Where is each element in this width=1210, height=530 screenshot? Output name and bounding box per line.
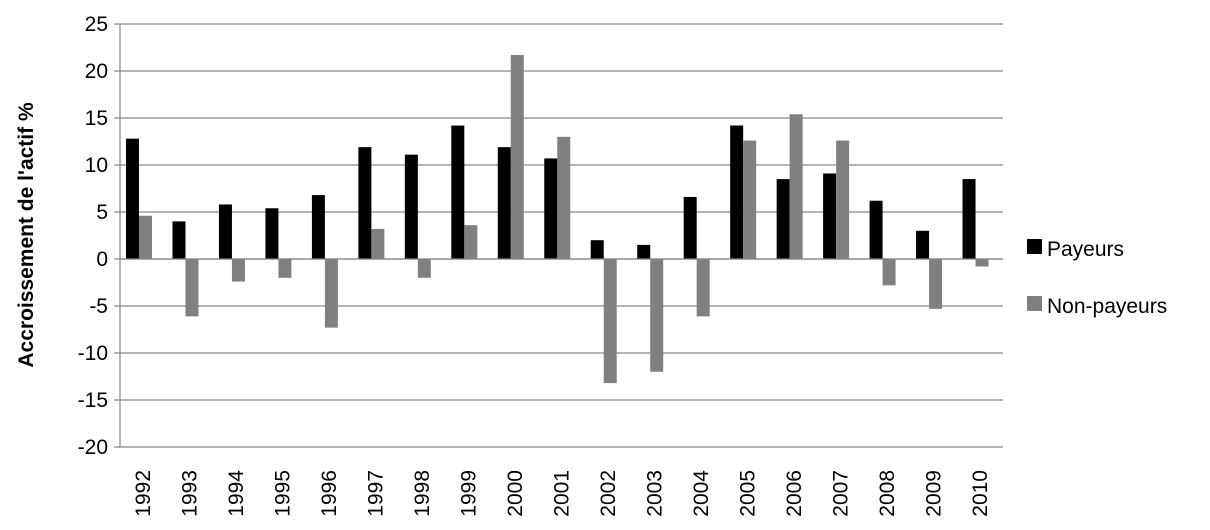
- y-tick-label: -15: [78, 389, 108, 412]
- bar-payeurs-1992: [126, 138, 139, 259]
- y-axis-label: Accroissement de l'actif %: [15, 102, 38, 368]
- bar-non-payeurs-2008: [882, 259, 896, 286]
- bar-payeurs-1996: [311, 195, 325, 259]
- bar-payeurs-1998: [404, 154, 418, 259]
- x-tick-labels: 1992 1993 1994 1995 1996 1997 1998 1999 2000 2001…: [132, 470, 992, 517]
- bar-non-payeurs-1995: [278, 259, 292, 278]
- bar-non-payeurs-1992: [139, 215, 152, 259]
- bar-non-payeurs-1998: [417, 259, 431, 278]
- bar-payeurs-1997: [358, 147, 372, 259]
- x-tick-label: 2002: [597, 470, 620, 517]
- bar-non-payeurs-1993: [185, 259, 199, 317]
- bar-payeurs-2005: [730, 125, 744, 260]
- bar-payeurs-2007: [823, 173, 837, 259]
- bar-non-payeurs-2010: [975, 259, 989, 267]
- bar-payeurs-2003: [637, 244, 651, 259]
- bar-non-payeurs-1999: [464, 225, 478, 259]
- bar-non-payeurs-2003: [650, 259, 664, 372]
- bar-payeurs-1993: [172, 221, 186, 259]
- x-tick-label: 2004: [690, 470, 713, 517]
- bar-payeurs-2002: [590, 240, 604, 259]
- y-tick-labels: -20 -15 -10 -5 0 5 10 15 20 25: [78, 13, 108, 459]
- y-tick-label: 15: [85, 107, 108, 130]
- bar-payeurs-2008: [869, 200, 883, 259]
- legend: Payeurs Non-payeurs: [1027, 238, 1167, 318]
- y-tick-label: 10: [85, 154, 108, 177]
- y-tick-label: 25: [85, 13, 108, 36]
- x-tick-label: 2010: [969, 470, 992, 517]
- x-tick-label: 2009: [922, 470, 945, 517]
- bar-non-payeurs-2001: [557, 136, 571, 259]
- x-tick-label: 1996: [318, 470, 341, 517]
- bar-non-payeurs-2002: [603, 259, 617, 384]
- bar-payeurs-1994: [218, 204, 232, 259]
- bar-payeurs-2004: [683, 196, 697, 259]
- x-tick-label: 2005: [736, 470, 759, 517]
- bar-payeurs-1999: [451, 125, 465, 260]
- bar-non-payeurs-1996: [324, 259, 338, 328]
- bars: [126, 55, 989, 384]
- bar-payeurs-2001: [544, 158, 558, 259]
- x-tick-label: 1995: [272, 470, 295, 517]
- bar-payeurs-1995: [265, 208, 279, 259]
- y-tick-label: 5: [96, 201, 108, 224]
- bar-payeurs-2010: [962, 179, 976, 259]
- y-tick-label: 0: [96, 248, 108, 271]
- legend-swatch: [1027, 296, 1042, 311]
- x-tick-label: 2008: [876, 470, 899, 517]
- y-tick-label: -10: [78, 342, 108, 365]
- x-tick-label: 2003: [643, 470, 666, 517]
- bar-payeurs-2000: [497, 147, 511, 259]
- bar-non-payeurs-2000: [510, 55, 524, 259]
- bar-payeurs-2009: [916, 230, 930, 259]
- x-tick-label: 2001: [551, 470, 574, 517]
- legend-label: Payeurs: [1047, 238, 1124, 261]
- bar-non-payeurs-2009: [929, 259, 943, 309]
- bar-non-payeurs-2004: [696, 259, 710, 317]
- bar-non-payeurs-2005: [743, 140, 757, 259]
- y-tick-label: 20: [85, 60, 108, 83]
- bar-non-payeurs-1994: [231, 259, 245, 282]
- bar-payeurs-2006: [776, 179, 790, 259]
- x-tick-label: 2006: [783, 470, 806, 517]
- x-tick-label: 1999: [458, 470, 481, 517]
- x-tick-label: 1994: [225, 470, 248, 517]
- bar-non-payeurs-1997: [371, 228, 385, 259]
- bar-non-payeurs-2006: [789, 114, 803, 260]
- bar-non-payeurs-2007: [836, 140, 850, 259]
- legend-swatch: [1027, 239, 1042, 254]
- y-tick-label: -20: [78, 436, 108, 459]
- legend-label: Non-payeurs: [1047, 295, 1167, 318]
- x-tick-label: 2000: [504, 470, 527, 517]
- x-tick-label: 1997: [365, 470, 388, 517]
- axes: [119, 24, 1003, 447]
- x-tick-label: 1992: [132, 470, 155, 517]
- x-tick-label: 1998: [411, 470, 434, 517]
- x-tick-label: 1993: [179, 470, 202, 517]
- y-tick-label: -5: [89, 295, 108, 318]
- x-tick-label: 2007: [829, 470, 852, 517]
